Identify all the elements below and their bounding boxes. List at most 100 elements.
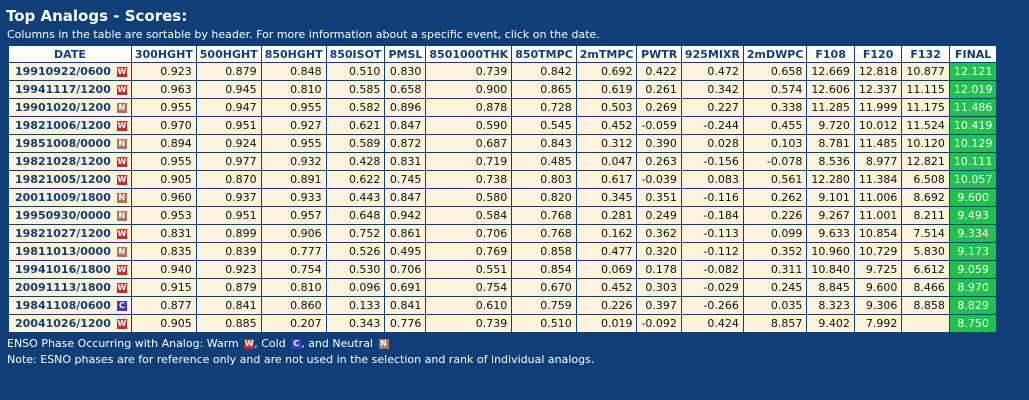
final-score-cell: 12.019 [949,81,997,98]
column-header-2mtmpc[interactable]: 2mTMPC [576,46,637,62]
score-cell-pmsl: 0.495 [385,243,426,260]
event-date-link[interactable]: 19811013/0000 [15,245,111,258]
score-cell-850isot: 0.582 [326,99,385,116]
column-header-850isot[interactable]: 850ISOT [326,46,385,62]
column-header-f120[interactable]: F120 [854,46,902,62]
event-date-link[interactable]: 20041026/1200 [15,317,111,330]
enso-phase-badge: W [116,283,127,293]
event-date-link[interactable]: 19821006/1200 [15,119,111,132]
enso-phase-badge: N [116,247,127,257]
score-cell-2mdwpc: 0.352 [743,243,807,260]
score-cell-500hght: 0.951 [196,207,261,224]
score-cell-500hght: 0.951 [196,117,261,134]
final-score-cell: 11.486 [949,99,997,116]
score-cell-8501000thk: 0.719 [426,153,512,170]
event-date-link[interactable]: 19841108/0600 [15,299,111,312]
score-cell-8501000thk: 0.580 [426,189,512,206]
event-date-link[interactable]: 20011009/1800 [15,191,111,204]
score-cell-850tmpc: 0.759 [512,297,576,314]
column-header-f108[interactable]: F108 [807,46,854,62]
score-cell-300hght: 0.923 [131,63,196,80]
column-header-300hght[interactable]: 300HGHT [131,46,196,62]
score-cell-f132: 11.115 [902,81,949,98]
column-header-date[interactable]: DATE [9,46,131,62]
score-cell-f132: 5.830 [902,243,949,260]
enso-phase-badge: W [116,121,127,131]
table-row: 19851008/0000 N 0.894 0.924 0.955 0.589 0.872 0… [9,135,997,152]
event-date-link[interactable]: 19821027/1200 [15,227,111,240]
score-cell-pmsl: 0.847 [385,117,426,134]
score-cell-2mtmpc: 0.047 [576,153,637,170]
event-date-link[interactable]: 19941016/1800 [15,263,111,276]
score-cell-pwtr: 0.178 [637,261,681,278]
score-cell-2mdwpc: 0.226 [743,207,807,224]
event-date-link[interactable]: 19851008/0000 [15,137,111,150]
score-cell-850isot: 0.510 [326,63,385,80]
score-cell-850hght: 0.906 [261,225,326,242]
event-date-link[interactable]: 19941117/1200 [15,83,111,96]
score-cell-300hght: 0.940 [131,261,196,278]
date-cell: 19941016/1800 W [9,261,131,278]
event-date-link[interactable]: 19821028/1200 [15,155,111,168]
score-cell-8501000thk: 0.584 [426,207,512,224]
column-header-8501000thk[interactable]: 8501000THK [426,46,512,62]
column-header-850hght[interactable]: 850HGHT [261,46,326,62]
score-cell-300hght: 0.955 [131,99,196,116]
final-score-cell: 8.750 [949,315,997,332]
column-header-final[interactable]: FINAL [949,46,997,62]
event-date-link[interactable]: 19910922/0600 [15,65,111,78]
enso-phase-badge: W [116,67,127,77]
enso-legend: ENSO Phase Occurring with Analog: Warm W… [7,336,1023,352]
score-cell-850hght: 0.932 [261,153,326,170]
table-header-row: DATE 300HGHT 500HGHT 850HGHT 850ISOT PMSL 8501… [9,46,997,62]
column-header-925mixr[interactable]: 925MIXR [681,46,743,62]
column-header-500hght[interactable]: 500HGHT [196,46,261,62]
score-cell-300hght: 0.955 [131,153,196,170]
score-cell-300hght: 0.835 [131,243,196,260]
score-cell-pmsl: 0.658 [385,81,426,98]
column-header-f132[interactable]: F132 [902,46,949,62]
score-cell-f120: 12.337 [854,81,902,98]
score-cell-f120: 11.999 [854,99,902,116]
event-date-link[interactable]: 20091113/1800 [15,281,111,294]
score-cell-f120: 9.600 [854,279,902,296]
score-cell-500hght: 0.947 [196,99,261,116]
score-cell-f120: 9.725 [854,261,902,278]
score-cell-f108: 11.285 [807,99,854,116]
column-header-pmsl[interactable]: PMSL [385,46,426,62]
score-cell-500hght: 0.839 [196,243,261,260]
score-cell-f120: 11.001 [854,207,902,224]
score-cell-925mixr: 0.028 [681,135,743,152]
score-cell-850tmpc: 0.865 [512,81,576,98]
score-cell-925mixr: -0.244 [681,117,743,134]
score-cell-500hght: 0.879 [196,63,261,80]
enso-phase-badge: N [116,139,127,149]
score-cell-f132: 8.211 [902,207,949,224]
score-cell-8501000thk: 0.706 [426,225,512,242]
score-cell-500hght: 0.923 [196,261,261,278]
score-cell-850isot: 0.343 [326,315,385,332]
legend-cold-label: , Cold [254,337,286,350]
table-row: 19941117/1200 W 0.963 0.945 0.810 0.585 0.658 0… [9,81,997,98]
score-cell-850hght: 0.891 [261,171,326,188]
column-header-2mdwpc[interactable]: 2mDWPC [743,46,807,62]
score-cell-850isot: 0.133 [326,297,385,314]
column-header-850tmpc[interactable]: 850TMPC [512,46,576,62]
score-cell-pwtr: -0.039 [637,171,681,188]
page-subtitle: Columns in the table are sortable by hea… [7,28,600,41]
score-cell-850isot: 0.621 [326,117,385,134]
event-date-link[interactable]: 19950930/0000 [15,209,111,222]
enso-phase-badge: N [116,103,127,113]
score-cell-500hght: 0.885 [196,315,261,332]
score-cell-f120: 9.306 [854,297,902,314]
event-date-link[interactable]: 19901020/1200 [15,101,111,114]
score-cell-300hght: 0.960 [131,189,196,206]
score-cell-925mixr: -0.113 [681,225,743,242]
date-cell: 19901020/1200 N [9,99,131,116]
event-date-link[interactable]: 19821005/1200 [15,173,111,186]
score-cell-2mtmpc: 0.162 [576,225,637,242]
score-cell-f108: 8.536 [807,153,854,170]
table-row: 19841108/0600 C 0.877 0.841 0.860 0.133 0.841 0… [9,297,997,314]
score-cell-f108: 12.606 [807,81,854,98]
column-header-pwtr[interactable]: PWTR [637,46,681,62]
